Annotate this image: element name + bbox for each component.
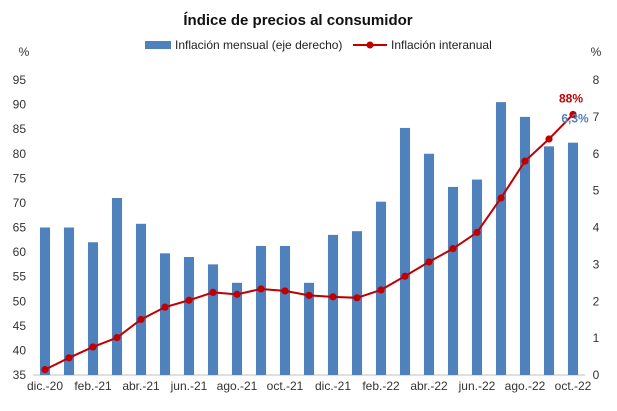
bar: [231, 282, 243, 375]
left-tick-label: 70: [13, 196, 27, 210]
bar: [159, 253, 171, 375]
annotation-interanual: 88%: [559, 91, 583, 105]
left-tick-label: 60: [13, 245, 27, 259]
left-tick-label: 35: [13, 368, 27, 382]
bar: [279, 245, 291, 375]
line-point: [401, 272, 409, 280]
bar: [399, 127, 411, 375]
line-point: [257, 285, 265, 293]
bar: [63, 227, 75, 375]
legend: Inflación mensual (eje derecho) Inflació…: [145, 38, 492, 52]
bar: [39, 227, 51, 375]
bar: [543, 146, 555, 375]
left-tick-label: 90: [13, 98, 27, 112]
right-tick-label: 7: [593, 110, 600, 124]
right-tick-label: 8: [593, 73, 600, 87]
x-tick-label: oct.-22: [555, 379, 592, 393]
left-tick-label: 80: [13, 147, 27, 161]
line-point: [449, 245, 457, 253]
x-tick-label: jun.-21: [170, 379, 208, 393]
right-tick-label: 5: [593, 184, 600, 198]
right-tick-label: 0: [593, 368, 600, 382]
left-axis-unit: %: [19, 45, 30, 59]
line-point: [209, 288, 217, 296]
x-tick-label: abr.-21: [122, 379, 160, 393]
bar: [87, 242, 99, 375]
left-tick-label: 85: [13, 122, 27, 136]
line-point: [353, 294, 361, 302]
legend-bar-label: Inflación mensual (eje derecho): [175, 38, 342, 52]
left-tick-label: 55: [13, 270, 27, 284]
x-tick-label: oct.-21: [267, 379, 304, 393]
annotation-mensual: 6,3%: [561, 112, 589, 126]
x-tick-label: ago.-21: [217, 379, 258, 393]
right-tick-label: 2: [593, 294, 600, 308]
line-point: [233, 290, 241, 298]
bar: [255, 245, 267, 375]
right-tick-label: 3: [593, 257, 600, 271]
bar: [471, 179, 483, 375]
x-tick-label: feb.-22: [362, 379, 400, 393]
line-point: [185, 296, 193, 304]
left-tick-label: 95: [13, 73, 27, 87]
x-tick-label: dic.-21: [315, 379, 351, 393]
line-point: [329, 293, 337, 301]
line-series: [41, 110, 577, 374]
bar: [135, 223, 147, 375]
chart-title: Índice de precios al consumidor: [183, 12, 412, 29]
left-tick-label: 50: [13, 294, 27, 308]
x-tick-label: feb.-21: [74, 379, 112, 393]
bar: [519, 116, 531, 375]
line-point: [113, 334, 121, 342]
line-point: [65, 354, 73, 362]
bar: [207, 264, 219, 375]
line-point: [41, 365, 49, 374]
line-point: [545, 135, 553, 143]
annotations: 88% 6,3%: [559, 91, 589, 125]
left-tick-label: 75: [13, 171, 27, 185]
left-tick-label: 45: [13, 319, 27, 333]
x-tick-label: dic.-20: [27, 379, 63, 393]
x-tick-label: jun.-22: [458, 379, 496, 393]
bar: [183, 257, 195, 375]
right-tick-label: 1: [593, 331, 600, 345]
axes: 35404550556065707580859095012345678dic.-…: [13, 73, 600, 393]
bar: [111, 198, 123, 375]
right-tick-label: 4: [593, 221, 600, 235]
line-point: [521, 157, 529, 165]
bar: [495, 102, 507, 375]
bar: [303, 282, 315, 375]
line-point: [377, 286, 385, 294]
line-point: [161, 303, 169, 311]
left-tick-label: 65: [13, 221, 27, 235]
line-point: [89, 343, 97, 351]
bar: [447, 186, 459, 375]
bar: [567, 142, 579, 375]
x-tick-label: abr.-22: [410, 379, 448, 393]
line-point: [425, 258, 433, 266]
bar: [351, 231, 363, 375]
right-axis-unit: %: [591, 45, 602, 59]
line-point: [497, 194, 505, 202]
line-point: [473, 228, 481, 237]
left-tick-label: 40: [13, 343, 27, 357]
right-tick-label: 6: [593, 147, 600, 161]
x-tick-label: ago.-22: [505, 379, 546, 393]
legend-bar-swatch: [145, 41, 171, 49]
legend-line-marker: [366, 41, 374, 49]
bar: [327, 234, 339, 375]
line-point: [281, 287, 289, 295]
line-point: [305, 291, 313, 299]
legend-line-label: Inflación interanual: [391, 38, 492, 52]
line-point: [569, 110, 577, 119]
line-point: [137, 315, 145, 324]
